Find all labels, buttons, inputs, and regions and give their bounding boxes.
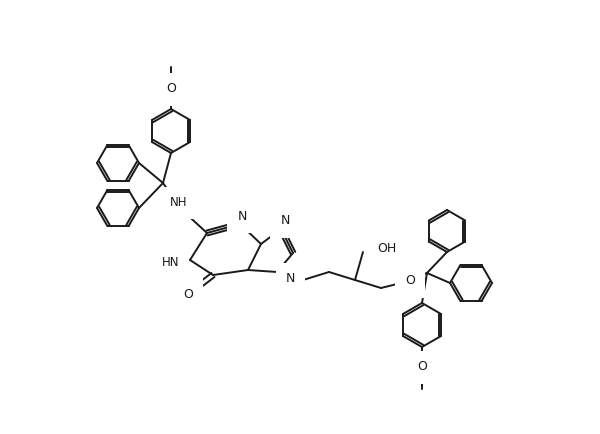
Text: O: O: [183, 287, 193, 300]
Text: HN: HN: [161, 256, 179, 269]
Text: O: O: [166, 82, 176, 95]
Text: N: N: [238, 210, 247, 223]
Text: N: N: [286, 273, 295, 286]
Text: O: O: [405, 274, 415, 287]
Text: NH: NH: [170, 197, 188, 210]
Text: O: O: [417, 361, 427, 374]
Text: N: N: [280, 214, 290, 227]
Text: OH: OH: [377, 243, 396, 256]
